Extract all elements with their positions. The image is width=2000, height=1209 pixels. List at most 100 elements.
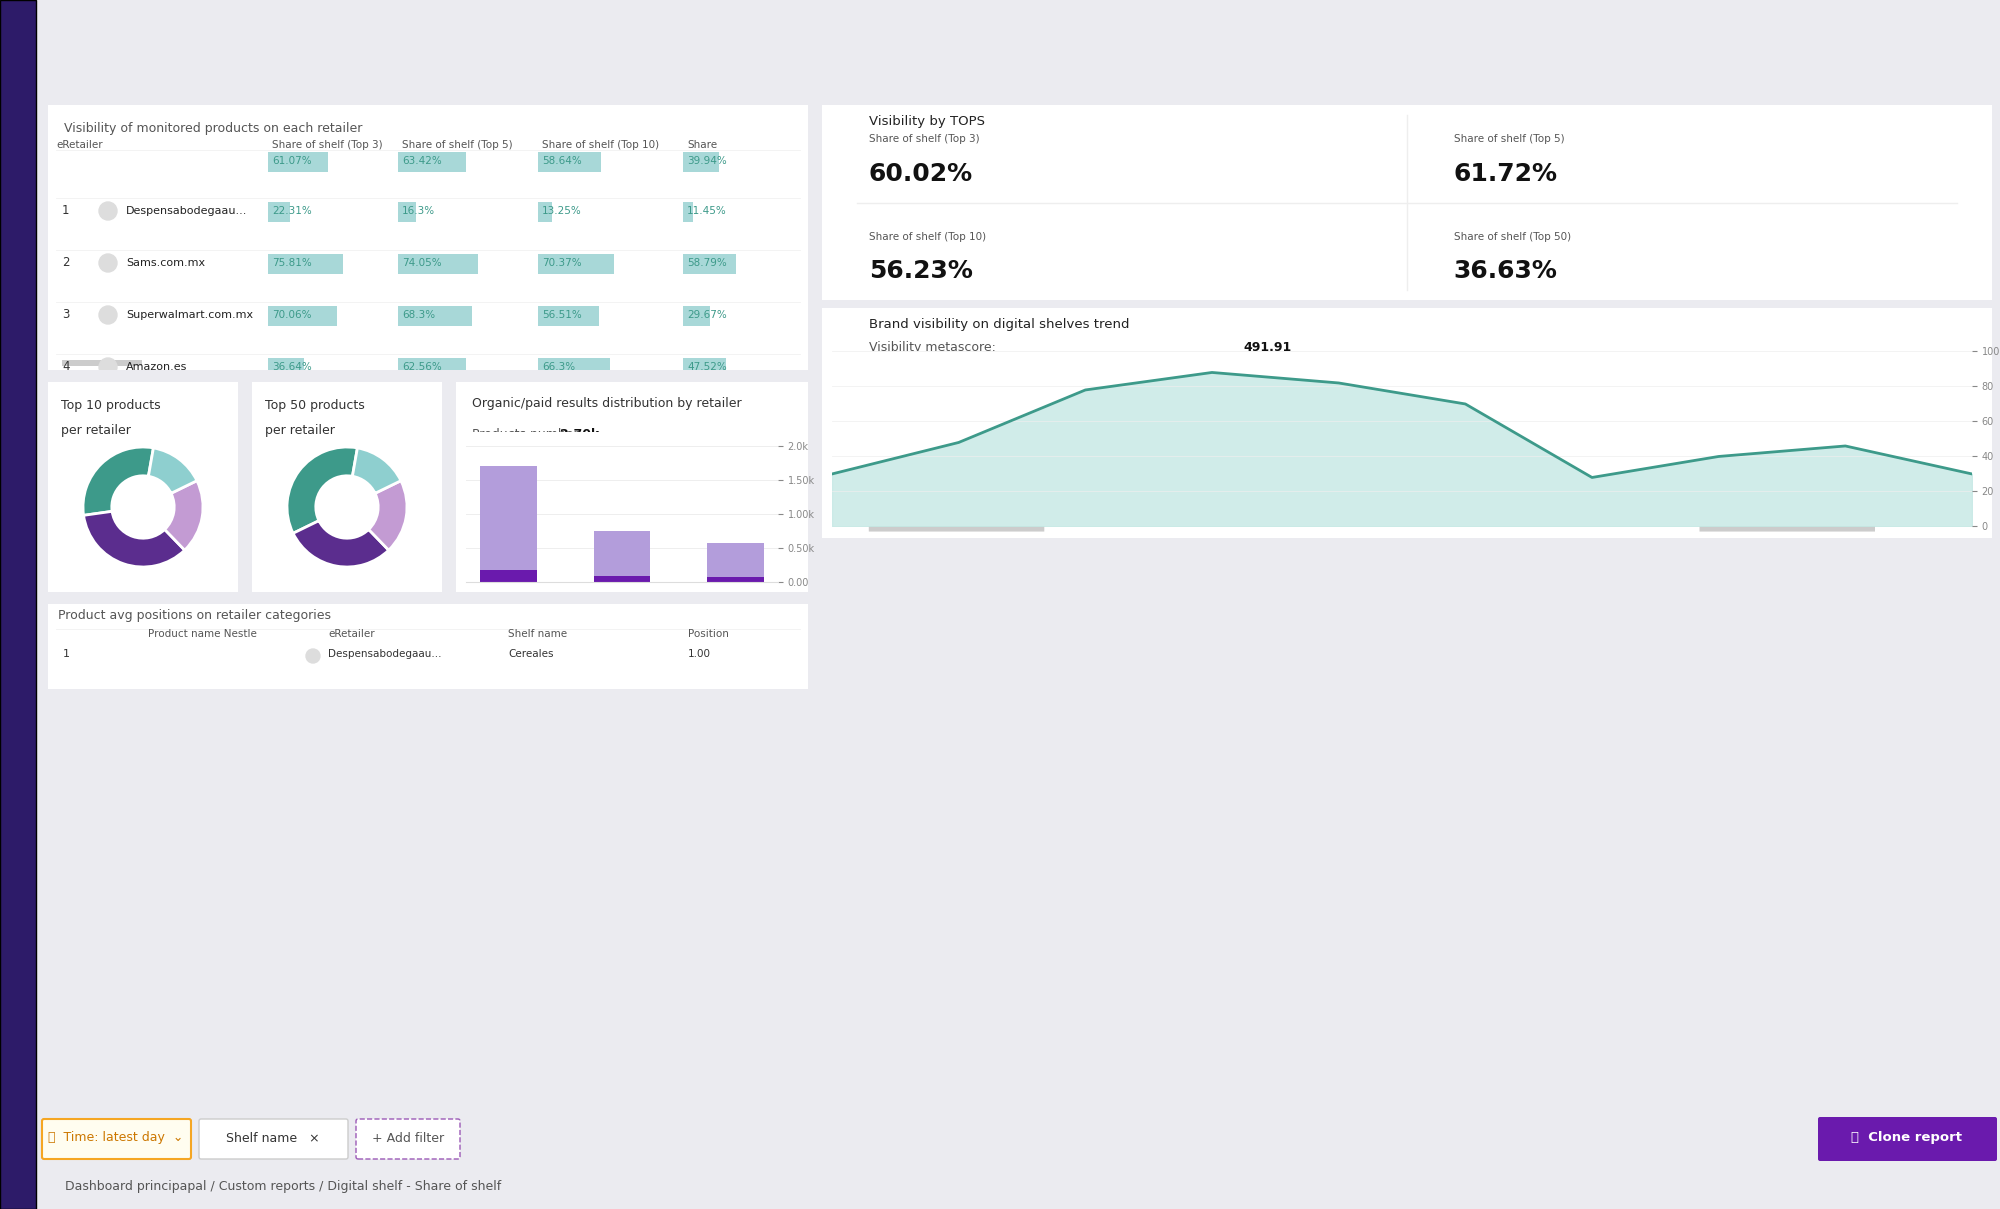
Text: 70.37%: 70.37% — [542, 258, 582, 268]
Text: Visibility metascore:: Visibility metascore: — [868, 341, 996, 354]
Text: Share of shelf (Top 50): Share of shelf (Top 50) — [1454, 232, 1570, 242]
FancyBboxPatch shape — [684, 306, 710, 326]
Text: 58.79%: 58.79% — [688, 258, 726, 268]
Text: Sams.com.mx: Sams.com.mx — [126, 258, 206, 268]
Text: 16.3%: 16.3% — [402, 206, 436, 216]
Text: Visibility by TOPS: Visibility by TOPS — [868, 115, 984, 128]
Text: Position: Position — [688, 629, 728, 640]
FancyBboxPatch shape — [46, 380, 240, 594]
Text: 66.3%: 66.3% — [542, 361, 576, 372]
FancyBboxPatch shape — [268, 254, 344, 274]
Circle shape — [100, 254, 116, 272]
Text: Share of shelf (Top 3): Share of shelf (Top 3) — [272, 140, 382, 150]
FancyBboxPatch shape — [868, 525, 1044, 532]
FancyBboxPatch shape — [40, 603, 816, 690]
FancyBboxPatch shape — [398, 202, 416, 222]
FancyBboxPatch shape — [684, 152, 718, 172]
Wedge shape — [288, 447, 358, 533]
FancyBboxPatch shape — [268, 358, 304, 378]
Bar — [594, 531, 650, 582]
Text: Product avg positions on retailer categories: Product avg positions on retailer catego… — [58, 609, 332, 621]
Text: Amazon.es: Amazon.es — [126, 361, 188, 372]
FancyBboxPatch shape — [538, 306, 600, 326]
Bar — [594, 575, 650, 582]
Text: Share of shelf (Top 5): Share of shelf (Top 5) — [402, 140, 512, 150]
FancyBboxPatch shape — [684, 358, 726, 378]
Bar — [708, 543, 764, 582]
Text: 68.3%: 68.3% — [402, 310, 436, 320]
Text: ⎘  Clone report: ⎘ Clone report — [1852, 1132, 1962, 1145]
Text: 70.06%: 70.06% — [272, 310, 312, 320]
Text: per retailer: per retailer — [62, 424, 132, 436]
Wedge shape — [84, 511, 184, 567]
FancyBboxPatch shape — [538, 358, 610, 378]
Text: Share: Share — [688, 140, 718, 150]
Text: Despensabodegaau...: Despensabodegaau... — [328, 649, 442, 659]
Text: 58.64%: 58.64% — [542, 156, 582, 166]
FancyBboxPatch shape — [62, 360, 142, 366]
Text: 47.52%: 47.52% — [688, 361, 726, 372]
Wedge shape — [84, 447, 154, 515]
Text: 63.42%: 63.42% — [402, 156, 442, 166]
Text: Top 10 products: Top 10 products — [62, 399, 160, 412]
Bar — [708, 577, 764, 582]
Text: Shelf name: Shelf name — [508, 629, 568, 640]
Text: 39.94%: 39.94% — [688, 156, 726, 166]
Text: 4: 4 — [62, 360, 70, 374]
Text: 60.02%: 60.02% — [868, 162, 972, 185]
Text: 56.23%: 56.23% — [868, 259, 972, 283]
Circle shape — [100, 306, 116, 324]
FancyBboxPatch shape — [810, 306, 2000, 540]
FancyBboxPatch shape — [538, 202, 552, 222]
FancyBboxPatch shape — [250, 380, 444, 594]
Text: 1.00: 1.00 — [688, 649, 712, 659]
FancyBboxPatch shape — [198, 1120, 348, 1159]
FancyBboxPatch shape — [42, 1120, 190, 1159]
FancyBboxPatch shape — [268, 202, 290, 222]
Text: 61.07%: 61.07% — [272, 156, 312, 166]
Text: Visibility of monitored products on each retailer: Visibility of monitored products on each… — [64, 122, 362, 135]
Circle shape — [100, 202, 116, 220]
Text: Product name Nestle: Product name Nestle — [148, 629, 256, 640]
Text: Superwalmart.com.mx: Superwalmart.com.mx — [126, 310, 254, 320]
Wedge shape — [164, 481, 202, 550]
Text: 1: 1 — [64, 649, 70, 659]
Circle shape — [306, 649, 320, 663]
Text: 22.31%: 22.31% — [272, 206, 312, 216]
Text: 36.64%: 36.64% — [272, 361, 312, 372]
FancyBboxPatch shape — [398, 358, 466, 378]
FancyBboxPatch shape — [398, 254, 478, 274]
FancyBboxPatch shape — [1818, 1117, 1996, 1161]
Bar — [480, 467, 536, 582]
Text: 56.51%: 56.51% — [542, 310, 582, 320]
Text: 74.05%: 74.05% — [402, 258, 442, 268]
Text: 75.81%: 75.81% — [272, 258, 312, 268]
FancyBboxPatch shape — [398, 306, 472, 326]
Text: Cereales: Cereales — [508, 649, 554, 659]
Text: Top 50 products: Top 50 products — [266, 399, 366, 412]
Text: Share of shelf (Top 10): Share of shelf (Top 10) — [868, 232, 986, 242]
FancyBboxPatch shape — [452, 380, 812, 594]
Text: Share of shelf (Top 10): Share of shelf (Top 10) — [542, 140, 660, 150]
Bar — [480, 569, 536, 582]
Text: per retailer: per retailer — [266, 424, 336, 436]
Text: Shelf name   ×: Shelf name × — [226, 1132, 320, 1145]
FancyBboxPatch shape — [810, 103, 2000, 302]
Text: eRetailer: eRetailer — [56, 140, 102, 150]
Text: 2.70k: 2.70k — [560, 428, 600, 441]
Text: Products number:: Products number: — [472, 428, 582, 441]
FancyBboxPatch shape — [398, 152, 466, 172]
Text: 3: 3 — [62, 308, 70, 322]
Text: 62.56%: 62.56% — [402, 361, 442, 372]
FancyBboxPatch shape — [538, 152, 602, 172]
Text: Share of shelf (Top 3): Share of shelf (Top 3) — [868, 134, 980, 144]
FancyBboxPatch shape — [356, 1120, 460, 1159]
FancyBboxPatch shape — [40, 103, 816, 372]
Text: Brand visibility on digital shelves trend: Brand visibility on digital shelves tren… — [868, 318, 1130, 331]
Text: 29.67%: 29.67% — [688, 310, 726, 320]
Text: Share of shelf (Top 5): Share of shelf (Top 5) — [1454, 134, 1564, 144]
FancyBboxPatch shape — [1700, 525, 1876, 532]
Text: 13.25%: 13.25% — [542, 206, 582, 216]
Text: Despensabodegaau...: Despensabodegaau... — [126, 206, 248, 216]
Text: eRetailer: eRetailer — [328, 629, 374, 640]
